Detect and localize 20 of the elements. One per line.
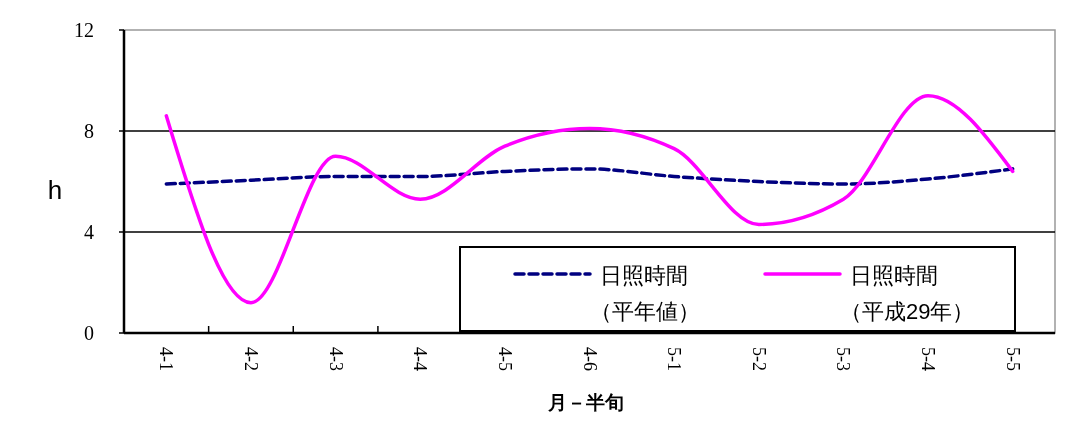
y-tick-label: 8: [84, 120, 94, 142]
legend-label: 日照時間（平年値）: [590, 262, 700, 324]
x-axis-title: 月－半旬: [546, 392, 624, 413]
line-series: [164, 167, 1015, 186]
x-tick-label: 5-2: [748, 347, 769, 371]
x-tick-label: 4-1: [156, 347, 177, 371]
y-axis-title: h: [47, 174, 63, 205]
x-tick-label: 4-4: [410, 347, 431, 371]
x-tick-label: 5-5: [1002, 347, 1023, 371]
x-tick-label: 5-4: [918, 347, 939, 371]
x-tick-label: 4-3: [325, 347, 346, 371]
legend-label: 日照時間（平成29年）: [840, 262, 975, 324]
x-tick-label: 4-5: [494, 347, 515, 371]
y-tick-label: 12: [74, 19, 94, 41]
x-tick-label: 5-1: [664, 347, 685, 371]
y-tick-label: 4: [84, 221, 94, 243]
y-tick-label: 0: [84, 322, 94, 344]
x-tick-label: 4-6: [579, 347, 600, 371]
x-tick-label: 5-3: [833, 347, 854, 371]
x-tick-label: 4-2: [240, 347, 261, 371]
